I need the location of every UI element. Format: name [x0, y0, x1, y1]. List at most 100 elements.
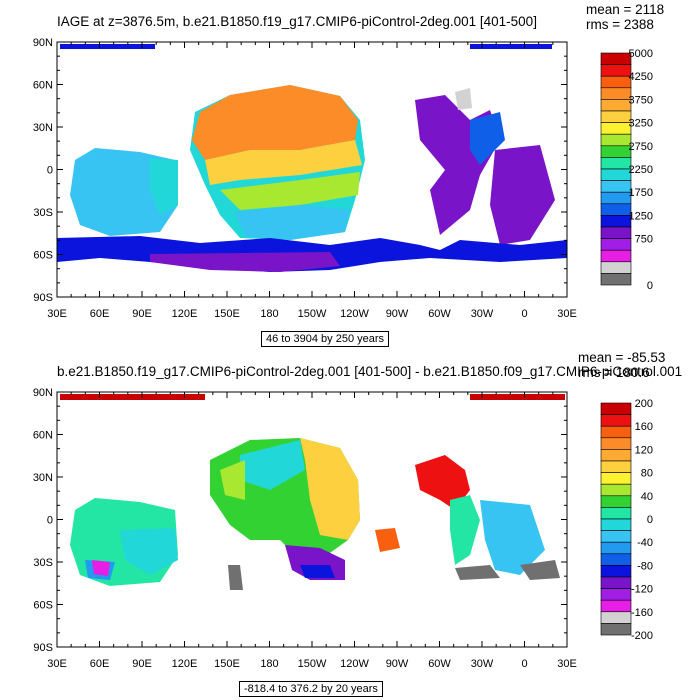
- panel2-colorbar-swatch: [600, 507, 632, 520]
- panel2-colorbar-swatch: [600, 483, 632, 497]
- panel1-colorbar-swatch: [600, 180, 632, 193]
- panel1-mean: mean = 2118: [586, 2, 665, 17]
- panel1-xtick-label: 0: [521, 308, 527, 320]
- panel2-colorbar-swatch: [600, 576, 632, 589]
- panel2-title: b.e21.B1850.f19_g17.CMIP6-piControl-2deg…: [57, 364, 683, 379]
- panel2-colorbar-swatch: [600, 623, 632, 636]
- panel1-colorbar-swatch: [600, 226, 632, 239]
- panel1-colorbar-label: 2750: [629, 141, 653, 153]
- panel2-ytick-label: 60N: [33, 430, 53, 442]
- panel2-colorbar-label: -40: [637, 537, 653, 549]
- panel2-colorbar-swatch: [600, 495, 632, 508]
- panel2-xtick-label: 90E: [132, 658, 152, 670]
- panel2-xtick-label: 150E: [214, 658, 240, 670]
- panel2-xtick-label: 120E: [172, 658, 198, 670]
- panel1-colorbar-swatch: [600, 203, 632, 216]
- panel2-colorbar-swatch: [600, 565, 632, 578]
- panel2-xtick-label: 30E: [557, 658, 577, 670]
- panel1-colorbar-label: 1750: [629, 187, 653, 199]
- panel1-colorbar-swatch: [600, 249, 632, 263]
- panel1-ytick-label: 60N: [33, 80, 53, 92]
- panel2-axes: 30E 60E 90E 120E 150E 180 150W 120W 90W 60W 30W 0 30…: [33, 387, 577, 670]
- panel2-map: 30E 60E 90E 120E 150E 180 150W 120W 90W 60W 30W 0 30…: [33, 387, 577, 670]
- panel1-xtick-label: 90E: [132, 308, 152, 320]
- panel2-colorbar-swatch: [600, 402, 632, 415]
- panel2-mean: mean = -85.53: [578, 350, 666, 365]
- panel1-colorbar-swatch: [600, 168, 632, 181]
- panel1-colorbar-swatch: [600, 133, 632, 147]
- panel2-colorbar-swatch: [600, 530, 632, 543]
- panel1-xtick-label: 90W: [386, 308, 409, 320]
- panel2-colorbar-label: 80: [641, 468, 653, 480]
- panel2-colorbar-swatch: [600, 553, 632, 566]
- panel2-xtick-label: 60E: [90, 658, 110, 670]
- panel2-xtick-label: 120W: [340, 658, 369, 670]
- panel1-colorbar-label: 1250: [629, 210, 653, 222]
- panel1-colorbar-swatch: [600, 87, 632, 100]
- panel1-range-label: 46 to 3904 by 250 years: [261, 331, 390, 347]
- panel1-colorbar-label: 750: [635, 234, 653, 246]
- panel2-xtick-label: 30E: [47, 658, 67, 670]
- panel1-colorbar-swatch: [600, 273, 632, 286]
- panel2-range-label: -818.4 to 376.2 by 20 years: [239, 681, 383, 697]
- panel2-stats: mean = -85.53 rms = 180.6: [578, 350, 665, 380]
- panel1-ytick-label: 30S: [33, 207, 53, 219]
- panel2-colorbar-label: -200: [631, 630, 653, 642]
- panel1-stats: mean = 2118 rms = 2388: [586, 2, 664, 32]
- panel1-xtick-label: 30E: [47, 308, 67, 320]
- panel1-colorbar-swatch: [600, 64, 632, 77]
- panel1-xtick-label: 120E: [172, 308, 198, 320]
- panel1-colorbar-swatch: [600, 215, 632, 228]
- panel2-ytick-label: 30N: [33, 472, 53, 484]
- panel1-colorbar-swatch: [600, 157, 632, 170]
- panel2-ytick-label: 30S: [33, 557, 53, 569]
- panel2-colorbar-swatch: [600, 472, 632, 485]
- panel1-xtick-label: 120W: [340, 308, 369, 320]
- panel1-xtick-label: 60E: [90, 308, 110, 320]
- panel1-colorbar-label: 3250: [629, 118, 653, 130]
- panel2-colorbar-swatch: [600, 425, 632, 439]
- panel1-colorbar-label: 0: [647, 280, 653, 292]
- panel2-colorbar-label: 40: [641, 491, 653, 503]
- panel2-ytick-label: 0: [47, 515, 53, 527]
- panel2-colorbar-swatch: [600, 460, 632, 473]
- panel2-colorbar-label: 0: [647, 514, 653, 526]
- panel2-colorbar-swatch: [600, 611, 632, 624]
- panel1-arctic-west: [60, 44, 155, 49]
- panel2-colorbar-swatch: [600, 518, 632, 531]
- panel1-axes: 30E 60E 90E 120E 150E 180 150W 120W 90W 60W 30W 0 30…: [33, 37, 577, 320]
- panel1-colorbar-swatch: [600, 99, 632, 112]
- panel1-colorbar-label: 5000: [629, 48, 653, 60]
- panel1-colorbar: 5000 4250 3750 3250 2750 2250 1750 1250 750 0: [600, 48, 653, 292]
- panel1-colorbar-label: 2250: [629, 164, 653, 176]
- panel1-ytick-label: 90N: [33, 37, 53, 49]
- panel1-ytick-label: 30N: [33, 122, 53, 134]
- panel1-xtick-label: 150E: [214, 308, 240, 320]
- panel2-arctic-east: [470, 394, 565, 400]
- panel2-xtick-label: 0: [521, 658, 527, 670]
- panel2-colorbar-label: 200: [635, 398, 653, 410]
- panel2-colorbar-swatch: [600, 437, 632, 450]
- panel1-xtick-label: 150W: [298, 308, 327, 320]
- panel1-colorbar-swatch: [600, 110, 632, 123]
- panel1-colorbar-swatch: [600, 122, 632, 135]
- panel2-ytick-label: 60S: [33, 600, 53, 612]
- panel1-arctic-east: [470, 44, 552, 49]
- panel1-colorbar-swatch: [600, 238, 632, 251]
- panel2-colorbar-swatch: [600, 588, 632, 601]
- panel1-colorbar-swatch: [600, 145, 632, 158]
- panel1-rms: rms = 2388: [586, 17, 654, 32]
- panel2-colorbar-label: -160: [631, 607, 653, 619]
- panel1-ytick-label: 0: [47, 165, 53, 177]
- panel2-atlantic-ocean: [415, 455, 470, 510]
- panel2-colorbar: 200 160 120 80 40 0 -40 -80 -120 -160 -200: [600, 398, 653, 642]
- panel1-colorbar-swatch: [600, 191, 632, 205]
- panel2-xtick-label: 30W: [471, 658, 494, 670]
- panel2-ytick-label: 90S: [33, 642, 53, 654]
- panel2-xtick-label: 90W: [386, 658, 409, 670]
- panel1-xtick-label: 180: [260, 308, 278, 320]
- panel2-rms: rms = 180.6: [578, 365, 650, 380]
- panel1-colorbar-label: 3750: [629, 94, 653, 106]
- panel1-colorbar-swatch: [600, 52, 632, 65]
